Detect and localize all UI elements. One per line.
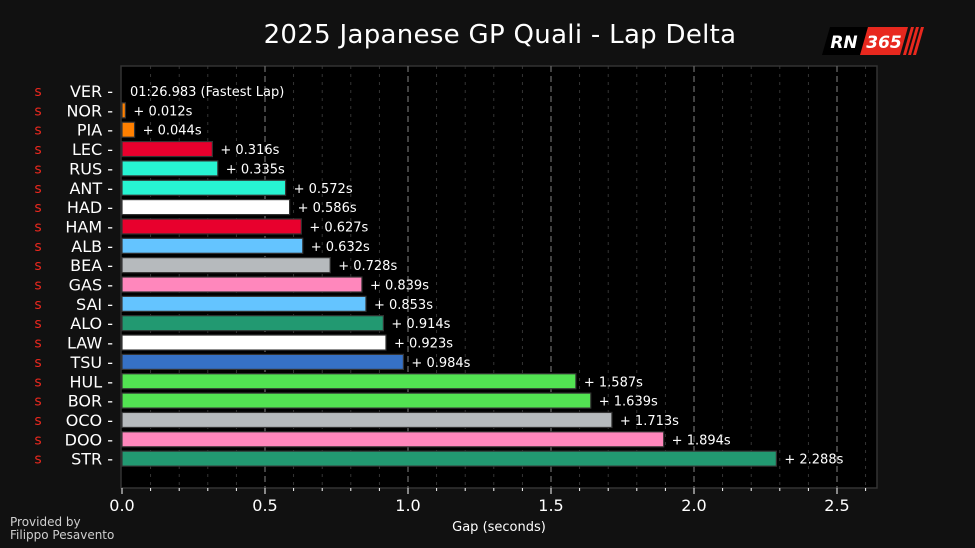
driver-label-ver: VER -	[70, 82, 113, 101]
tyre-soft-icon: s	[34, 181, 41, 197]
chart-title: 2025 Japanese GP Quali - Lap Delta	[263, 20, 737, 50]
bar-doo	[121, 431, 665, 448]
value-label-alb: + 0.632s	[311, 240, 370, 255]
bar-gas	[121, 276, 363, 293]
value-label-law: + 0.923s	[394, 337, 453, 352]
value-label-tsu: + 0.984s	[411, 356, 470, 371]
bar-pia	[121, 121, 136, 138]
bar-oco	[121, 411, 613, 429]
bar-alb	[121, 237, 304, 254]
bar-had	[121, 199, 291, 216]
bar-tsu	[121, 353, 405, 370]
driver-label-ham: HAM -	[65, 217, 113, 236]
value-label-nor: + 0.012s	[133, 104, 192, 119]
bar-ant	[121, 179, 287, 196]
bar-ham	[121, 218, 302, 235]
tyre-soft-icon: s	[34, 142, 41, 158]
y-axis-labels: VER - s NOR - s PIA - s LEC - s RUS - s ANT - s HAD …	[34, 82, 113, 469]
tyre-soft-icon: s	[34, 239, 41, 255]
driver-label-tsu: TSU -	[70, 353, 114, 372]
value-label-gas: + 0.839s	[370, 279, 429, 294]
bar-bor	[121, 392, 592, 409]
bar-hul	[121, 373, 577, 390]
logo-text-right: 365	[866, 33, 902, 53]
x-tick-label: 0.5	[252, 496, 277, 515]
bar-sai	[121, 295, 367, 312]
bar-lec	[121, 140, 213, 158]
driver-label-alo: ALO -	[70, 314, 113, 333]
bar-alo	[121, 315, 385, 332]
driver-label-alb: ALB -	[71, 237, 113, 256]
value-label-had: + 0.586s	[298, 201, 357, 216]
tyre-soft-icon: s	[34, 355, 41, 371]
tyre-soft-icon: s	[34, 316, 41, 332]
driver-label-str: STR -	[71, 450, 113, 469]
tyre-soft-icon: s	[34, 258, 41, 274]
driver-label-oco: OCO -	[66, 411, 113, 430]
value-label-alo: + 0.914s	[391, 317, 450, 332]
bar-str	[121, 450, 777, 467]
tyre-soft-icon: s	[34, 413, 41, 429]
bar-law	[121, 334, 387, 351]
value-label-bea: + 0.728s	[338, 259, 397, 274]
driver-label-bor: BOR -	[68, 392, 113, 411]
rn365-logo: RN 365	[822, 27, 932, 55]
driver-label-pia: PIA -	[77, 121, 113, 140]
bar-bea	[121, 257, 331, 274]
tyre-soft-icon: s	[34, 374, 41, 390]
value-label-ham: + 0.627s	[309, 220, 368, 235]
tyre-soft-icon: s	[34, 278, 41, 294]
tyre-soft-icon: s	[34, 452, 41, 468]
logo-right-block	[860, 27, 908, 55]
driver-label-nor: NOR -	[66, 101, 113, 120]
driver-label-rus: RUS -	[69, 159, 113, 178]
tyre-soft-icon: s	[34, 123, 41, 139]
value-label-pia: + 0.044s	[143, 124, 202, 139]
tyre-soft-icon: s	[34, 103, 41, 119]
tyre-soft-icon: s	[34, 336, 41, 352]
credit-line-2: Filippo Pesavento	[10, 528, 115, 542]
fastest-lap-label: 01:26.983 (Fastest Lap)	[130, 85, 284, 100]
value-label-doo: + 1.894s	[672, 433, 731, 448]
tyre-soft-icon: s	[34, 161, 41, 177]
credit-text: Provided by Filippo Pesavento	[10, 516, 114, 542]
driver-label-law: LAW -	[67, 334, 113, 353]
driver-label-ant: ANT -	[69, 179, 113, 198]
bar-nor	[121, 102, 127, 119]
value-label-hul: + 1.587s	[584, 375, 643, 390]
driver-label-gas: GAS -	[69, 276, 113, 295]
tyre-soft-icon: s	[34, 200, 41, 216]
bar-rus	[121, 160, 219, 177]
value-label-rus: + 0.335s	[226, 162, 285, 177]
x-axis-title: Gap (seconds)	[452, 520, 546, 535]
x-tick-label: 1.5	[538, 496, 563, 515]
value-label-ant: + 0.572s	[294, 182, 353, 197]
driver-label-bea: BEA -	[70, 256, 113, 275]
value-label-str: + 2.288s	[784, 453, 843, 468]
value-label-sai: + 0.853s	[374, 298, 433, 313]
tyre-soft-icon: s	[34, 394, 41, 410]
tyre-soft-icon: s	[34, 432, 41, 448]
x-tick-label: 0.0	[109, 496, 134, 515]
value-label-bor: + 1.639s	[599, 395, 658, 410]
x-tick-label: 2.5	[824, 496, 849, 515]
driver-label-sai: SAI -	[76, 295, 113, 314]
value-label-lec: + 0.316s	[220, 143, 279, 158]
tyre-soft-icon: s	[34, 297, 41, 313]
bars: + 0.012s + 0.044s + 0.316s + 0.335s + 0.572s…	[121, 102, 844, 468]
x-axis-ticks: 0.0 0.5 1.0 1.5 2.0 2.5	[109, 488, 867, 515]
driver-label-lec: LEC -	[72, 140, 113, 159]
logo-text-left: RN	[830, 33, 857, 53]
credit-line-1: Provided by	[10, 515, 81, 529]
x-tick-label: 2.0	[681, 496, 706, 515]
tyre-soft-icon: s	[34, 219, 41, 235]
x-tick-label: 1.0	[395, 496, 420, 515]
driver-label-hul: HUL -	[69, 372, 113, 391]
tyre-soft-icon: s	[34, 84, 41, 100]
logo-left-block	[822, 27, 868, 55]
driver-label-had: HAD -	[67, 198, 113, 217]
driver-label-doo: DOO -	[65, 430, 113, 449]
value-label-oco: + 1.713s	[620, 414, 679, 429]
